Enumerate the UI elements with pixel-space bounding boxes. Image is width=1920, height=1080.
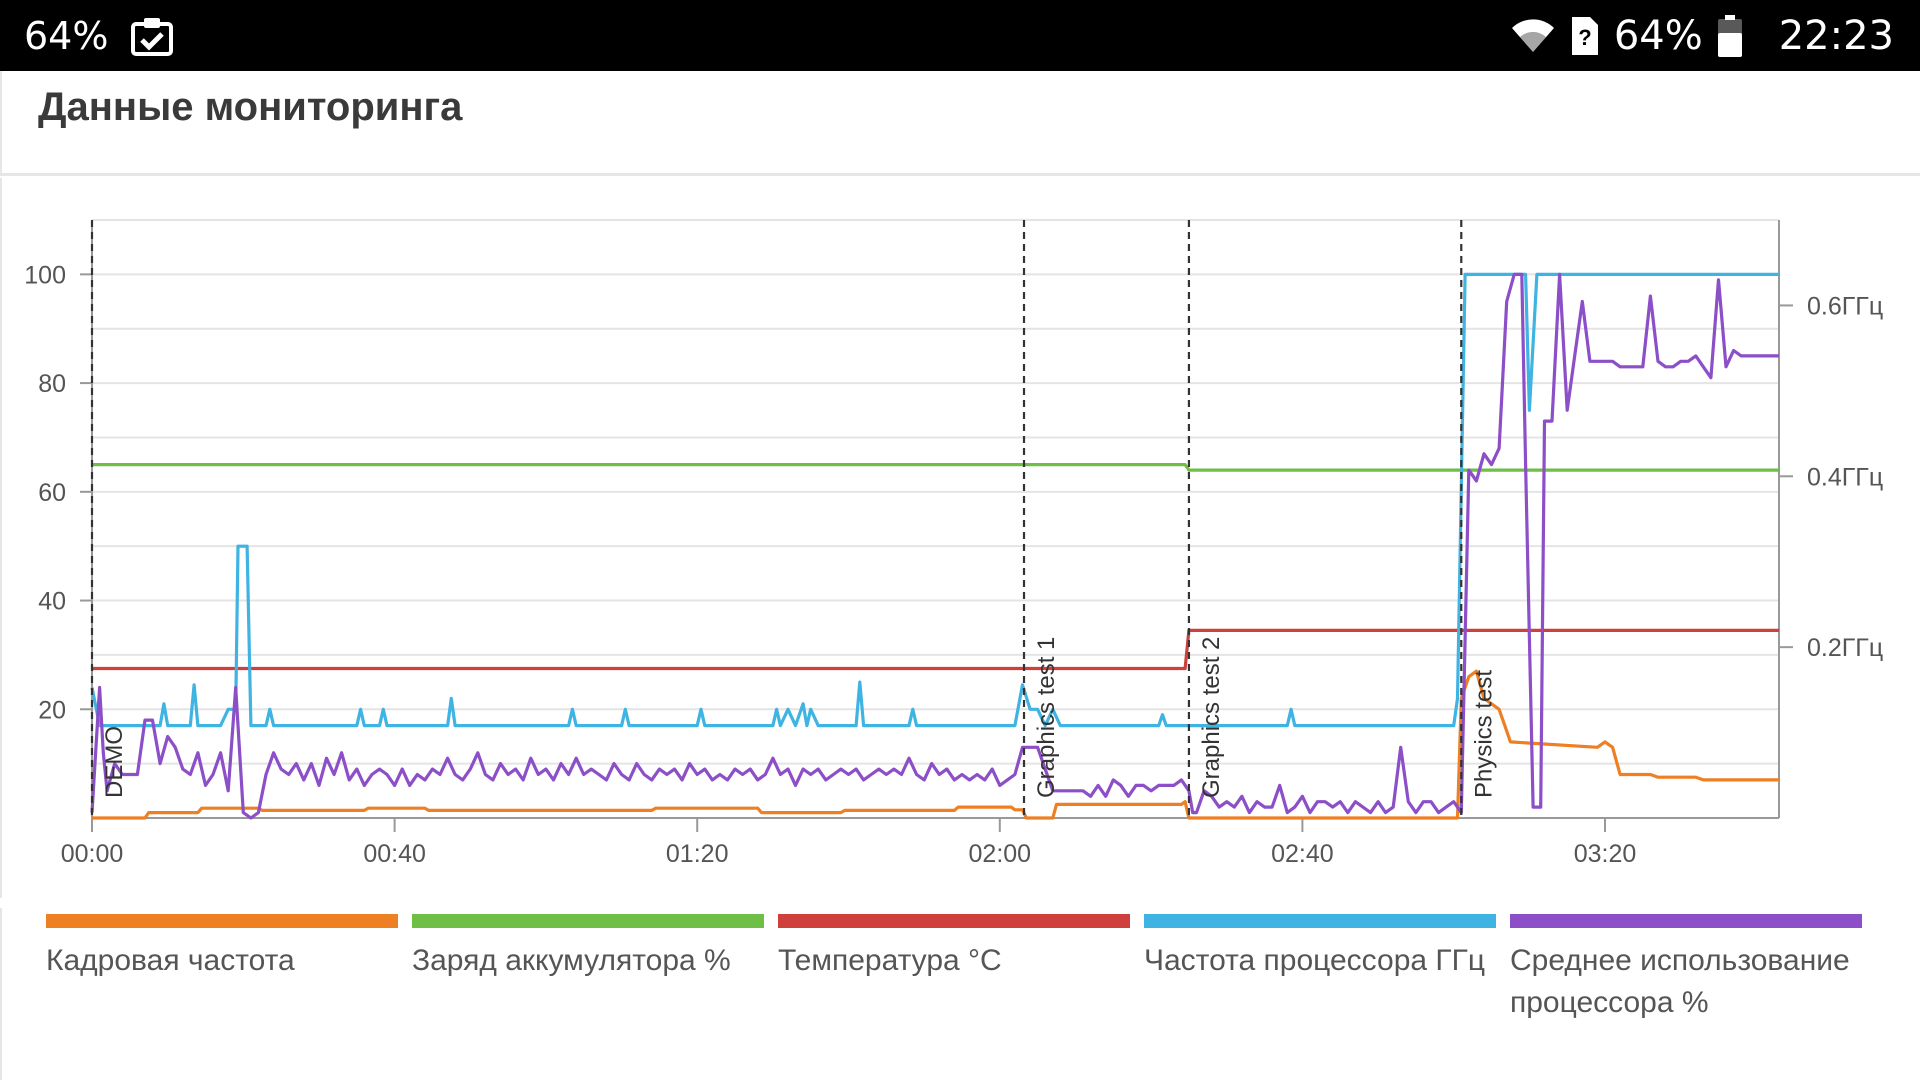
y-left-tick-label: 60 [38, 479, 66, 507]
legend-swatch-cpu-usage [1510, 914, 1862, 928]
marker-label: Graphics test 1 [1033, 637, 1060, 798]
page-header: Данные мониторинга [0, 71, 1920, 176]
series-line-4 [90, 272, 1779, 820]
x-tick-label: 01:20 [666, 840, 729, 868]
legend-label-cpu-usage: Среднее использование процессора % [1510, 944, 1850, 1019]
y-right-tick-label: 0.6ГГц [1807, 292, 1883, 320]
y-right-tick-label: 0.4ГГц [1807, 463, 1883, 491]
series-line-2 [92, 628, 1779, 671]
y-left-tick-label: 80 [38, 370, 66, 398]
status-bar-right: ? 64% 22:23 [1510, 0, 1894, 71]
marker-label: DEMO [101, 726, 128, 798]
x-tick-label: 00:40 [363, 840, 426, 868]
legend-item-framerate: Кадровая частота [46, 914, 398, 982]
battery-percent-label: 64% [1613, 12, 1703, 59]
legend-item-temperature: Температура °С [778, 914, 1130, 982]
legend-swatch-cpu-frequency [1144, 914, 1496, 928]
legend-swatch-battery [412, 914, 764, 928]
legend-label-battery: Заряд аккумулятора % [412, 944, 731, 977]
y-left-tick-label: 100 [24, 261, 66, 289]
sim-unknown-icon: ? [1570, 15, 1600, 57]
series-line-0 [92, 669, 1779, 820]
x-tick-label: 03:20 [1574, 840, 1637, 868]
legend-item-cpu-usage: Среднее использование процессора % [1510, 914, 1862, 1024]
wifi-icon [1510, 18, 1556, 54]
legend-swatch-framerate [46, 914, 398, 928]
monitoring-chart: 20 40 60 80 100 0.2ГГц 0.4ГГц 0.6ГГц 00:00 00:40 0… [0, 178, 1920, 898]
y-left-tick-label: 20 [38, 696, 66, 724]
chart-grid [92, 219, 1779, 765]
marker-label: Physics test [1470, 670, 1497, 798]
legend-label-cpu-frequency: Частота процессора ГГц [1144, 944, 1486, 977]
chart-series [90, 272, 1779, 820]
clock-label: 22:23 [1778, 12, 1894, 59]
battery-icon [1717, 14, 1743, 58]
left-percent-label: 64% [24, 13, 109, 58]
status-bar: 64% ? 64% [0, 0, 1920, 71]
x-tick-label: 00:00 [61, 840, 124, 868]
x-tick-label: 02:00 [969, 840, 1032, 868]
chart-svg: 20 40 60 80 100 0.2ГГц 0.4ГГц 0.6ГГц 00:00 00:40 0… [24, 219, 1883, 868]
x-tick-label: 02:40 [1271, 840, 1334, 868]
chart-markers: DEMO Graphics test 1 Graphics test 2 Physic… [90, 220, 1497, 818]
series-line-1 [92, 463, 1779, 472]
legend-swatch-temperature [778, 914, 1130, 928]
page-title: Данные мониторинга [38, 85, 463, 129]
legend-item-cpu-frequency: Частота процессора ГГц [1144, 914, 1496, 982]
y-right-tick-label: 0.2ГГц [1807, 634, 1883, 662]
status-bar-left: 64% [24, 0, 174, 71]
legend-label-temperature: Температура °С [778, 944, 1002, 977]
legend-label-framerate: Кадровая частота [46, 944, 295, 977]
chart-axes: 20 40 60 80 100 0.2ГГц 0.4ГГц 0.6ГГц 00:00 00:40 0… [24, 220, 1883, 868]
marker-label: Graphics test 2 [1198, 637, 1225, 798]
clipboard-check-icon [130, 16, 174, 56]
svg-text:?: ? [1578, 25, 1591, 50]
y-left-tick-label: 40 [38, 588, 66, 616]
legend-item-battery: Заряд аккумулятора % [412, 914, 764, 982]
chart-legend: Кадровая частота Заряд аккумулятора % Те… [0, 908, 1920, 1080]
